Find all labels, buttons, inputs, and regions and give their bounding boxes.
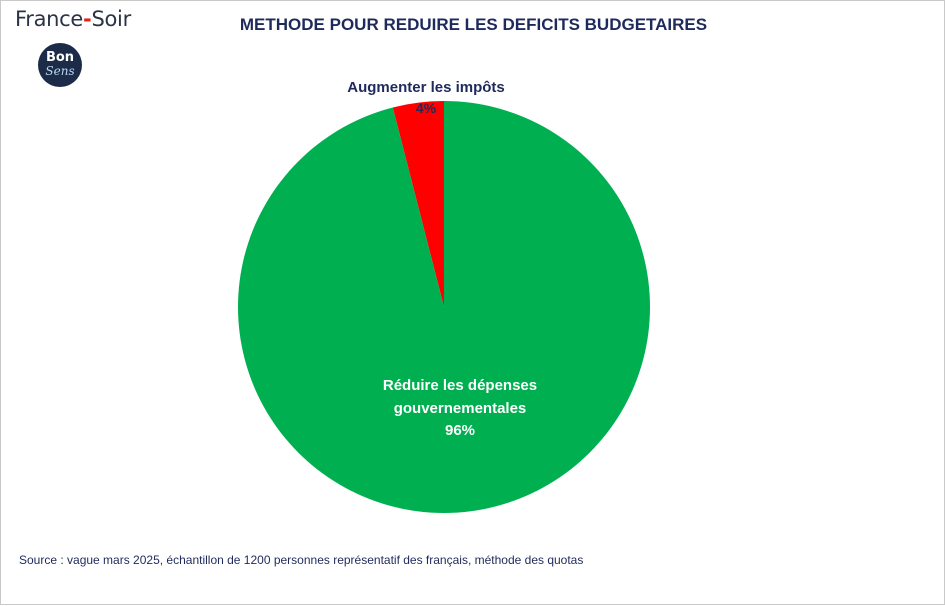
slice-label-reduire-depenses-line1: Réduire les dépenses: [383, 377, 537, 394]
france-soir-logo: France-Soir: [15, 7, 131, 31]
pie-slice-augmenter-impots: [392, 101, 444, 307]
bon-sens-logo: Bon Sens: [38, 43, 82, 87]
pie-slice-reduire-depenses: [238, 101, 651, 514]
slice-label-augmenter-impots: Augmenter les impôts: [347, 79, 505, 96]
source-note: Source : vague mars 2025, échantillon de…: [19, 553, 584, 567]
slice-value-augmenter-impots: 4%: [416, 100, 437, 116]
chart-title: METHODE POUR REDUIRE LES DEFICITS BUDGET…: [239, 15, 708, 34]
slice-value-reduire-depenses: 96%: [445, 422, 475, 439]
slice-label-reduire-depenses-line2: gouvernementales: [394, 400, 527, 417]
